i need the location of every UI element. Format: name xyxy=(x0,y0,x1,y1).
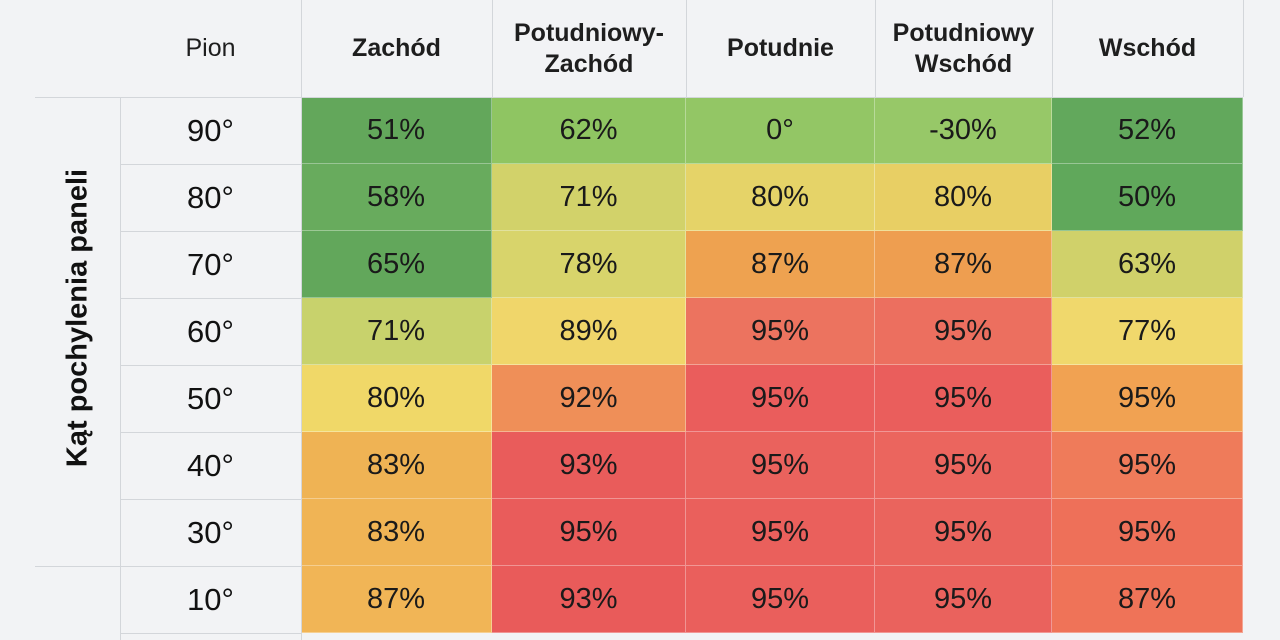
heatmap-cell: 89% xyxy=(492,298,686,365)
row-header: 50° xyxy=(120,365,301,432)
heatmap-cell: 51% xyxy=(301,97,492,164)
heatmap-cell: 95% xyxy=(875,499,1052,566)
heatmap-cell: 95% xyxy=(875,566,1052,633)
heatmap-cell: 92% xyxy=(492,365,686,432)
row-header: 80° xyxy=(120,164,301,231)
heatmap-cell: 95% xyxy=(875,365,1052,432)
column-header: Wschód xyxy=(1098,34,1197,62)
heatmap-cell: 87% xyxy=(1052,566,1243,633)
heatmap-cell: 83% xyxy=(301,499,492,566)
heatmap-cell: 87% xyxy=(301,566,492,633)
heatmap-cell: 83% xyxy=(301,432,492,499)
heatmap-cell: -30% xyxy=(875,97,1052,164)
grid-line xyxy=(120,432,301,433)
heatmap-cell: 78% xyxy=(492,231,686,298)
grid-line xyxy=(875,0,876,97)
column-header: Potudnie xyxy=(727,34,834,62)
grid-line xyxy=(120,365,301,366)
heatmap-cell: 95% xyxy=(686,566,875,633)
row-header: 60° xyxy=(120,298,301,365)
heatmap-cell: 71% xyxy=(492,164,686,231)
heatmap-cell: 50% xyxy=(1052,164,1243,231)
heatmap-cell: 95% xyxy=(492,499,686,566)
heatmap-cell: 77% xyxy=(1052,298,1243,365)
heatmap-cell: 95% xyxy=(1052,432,1243,499)
heatmap-cell: 80% xyxy=(686,164,875,231)
grid-line xyxy=(1243,0,1244,97)
heatmap-cell: 80% xyxy=(875,164,1052,231)
heatmap-cell: 0° xyxy=(686,97,875,164)
row-header: 10° xyxy=(120,566,301,633)
heatmap-cell: 58% xyxy=(301,164,492,231)
column-header: Potudniowy Wschód xyxy=(892,18,1035,78)
grid-line xyxy=(120,298,301,299)
row-header: 30° xyxy=(120,499,301,566)
grid-line xyxy=(301,0,302,97)
column-header: Zachód xyxy=(352,34,441,62)
grid-line xyxy=(120,231,301,232)
heatmap-cell: 95% xyxy=(686,432,875,499)
heatmap-cell: 95% xyxy=(686,499,875,566)
grid-line xyxy=(301,97,302,640)
heatmap-cell: 95% xyxy=(875,298,1052,365)
heatmap-cell: 87% xyxy=(875,231,1052,298)
heatmap-cell: 65% xyxy=(301,231,492,298)
heatmap-cell: 80% xyxy=(301,365,492,432)
grid-line xyxy=(120,566,301,567)
heatmap-cell: 52% xyxy=(1052,97,1243,164)
heatmap-cell: 63% xyxy=(1052,231,1243,298)
grid-line xyxy=(492,0,493,97)
grid-line xyxy=(35,97,1243,98)
grid-line xyxy=(120,164,301,165)
grid-line xyxy=(120,97,121,640)
heatmap-cell: 87% xyxy=(686,231,875,298)
y-axis-label: Kąt pochylenia paneli xyxy=(61,168,94,468)
column-header: Potudniowy- Zachód xyxy=(514,18,664,78)
grid-line xyxy=(686,0,687,97)
heatmap-cell: 95% xyxy=(875,432,1052,499)
heatmap-cell: 93% xyxy=(492,432,686,499)
grid-line xyxy=(120,499,301,500)
heatmap-cell: 95% xyxy=(686,298,875,365)
grid-line xyxy=(35,566,120,567)
heatmap-cell: 95% xyxy=(686,365,875,432)
row-header: 40° xyxy=(120,432,301,499)
grid-line xyxy=(120,633,301,634)
row-header: 90° xyxy=(120,97,301,164)
heatmap-cell: 95% xyxy=(1052,365,1243,432)
grid-line xyxy=(1052,0,1053,97)
corner-header: Pion xyxy=(185,34,236,62)
heatmap-cell: 95% xyxy=(1052,499,1243,566)
heatmap-cell: 62% xyxy=(492,97,686,164)
heatmap-cell: 71% xyxy=(301,298,492,365)
heatmap-cell: 93% xyxy=(492,566,686,633)
row-header: 70° xyxy=(120,231,301,298)
